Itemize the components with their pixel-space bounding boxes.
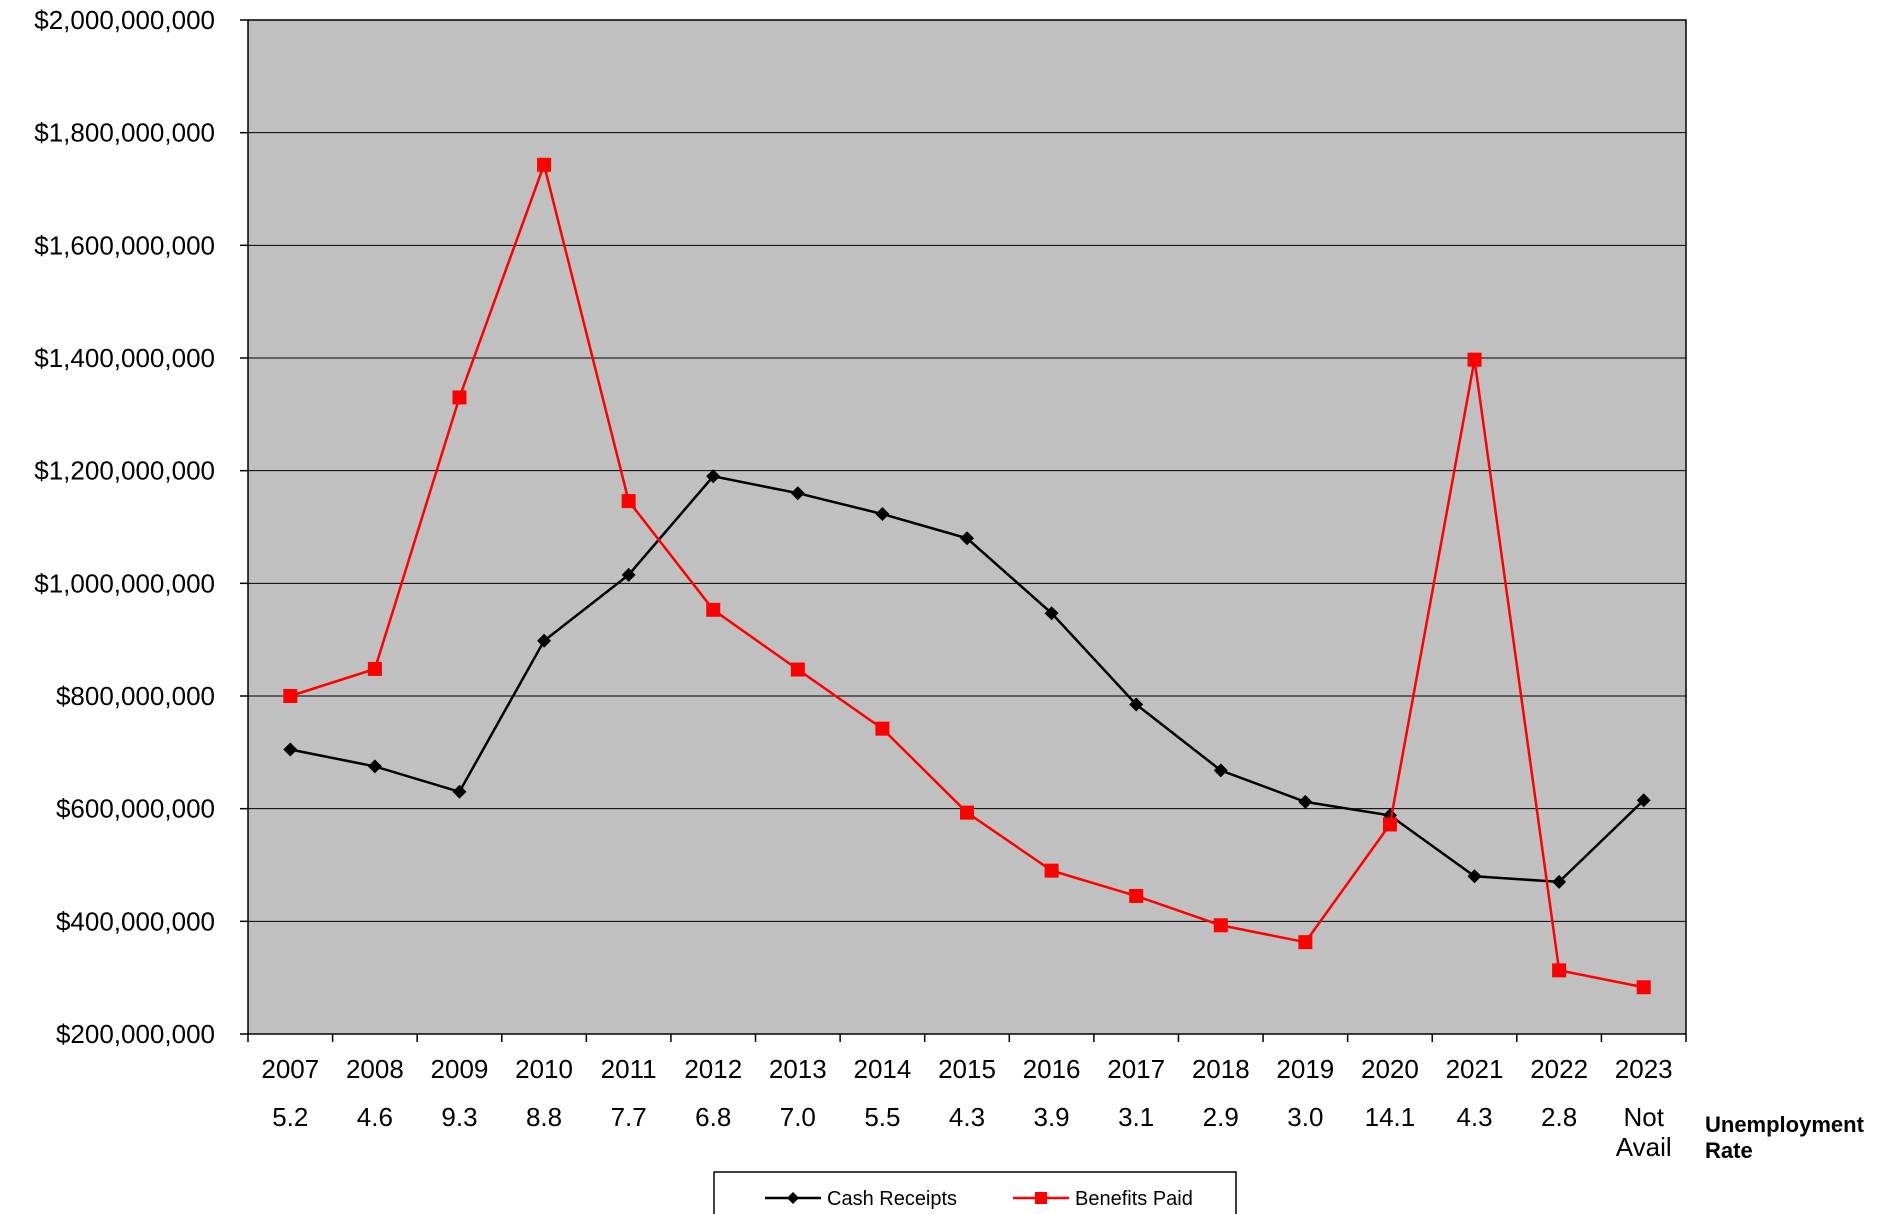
x-axis-ticks: 2007 2008 2009 2010 2011 2012 2013 2014 2015 2016… <box>247 1034 1687 1084</box>
data-point <box>790 662 805 677</box>
data-point <box>1298 794 1313 809</box>
data-point <box>1298 935 1313 950</box>
unemployment-rate-value: 2.8 <box>1541 1102 1577 1132</box>
y-tick-label: $2,000,000,000 <box>34 5 215 35</box>
data-point <box>283 689 298 703</box>
y-tick-label: $1,400,000,000 <box>34 343 215 373</box>
unemployment-rate-value: 4.3 <box>1456 1102 1492 1132</box>
unemployment-rates: 5.2 4.6 9.3 8.8 7.7 6.8 7.0 5.5 4.3 3.9 3.1 2.9 3.0 1… <box>272 1102 1671 1162</box>
x-tick-label: 2016 <box>1023 1054 1081 1084</box>
unemployment-rate-value: 4.6 <box>357 1102 393 1132</box>
unemployment-rate-value: 9.3 <box>441 1102 477 1132</box>
y-tick-label: $400,000,000 <box>56 906 215 936</box>
legend-entry: Benefits Paid <box>1013 1188 1193 1210</box>
unemployment-rate-value: 6.8 <box>695 1102 731 1132</box>
data-point <box>706 602 721 617</box>
unemployment-rate-value: 5.5 <box>864 1102 900 1132</box>
x-tick-label: 2022 <box>1530 1054 1588 1084</box>
legend-label: Cash Receipts <box>827 1188 957 1210</box>
x-tick-label: 2017 <box>1107 1054 1165 1084</box>
data-point <box>537 157 552 172</box>
data-point <box>367 759 382 774</box>
unemployment-rate-value: Not <box>1623 1102 1664 1132</box>
data-point <box>1213 918 1228 933</box>
y-tick-label: $600,000,000 <box>56 794 215 824</box>
data-point <box>1636 980 1651 995</box>
data-point <box>452 390 467 405</box>
x-tick-label: 2019 <box>1276 1054 1334 1084</box>
y-tick-label: $1,000,000,000 <box>34 568 215 598</box>
data-point <box>960 531 974 546</box>
x-tick-label: 2013 <box>769 1054 827 1084</box>
legend-entry: Cash Receipts <box>765 1188 957 1210</box>
series <box>283 157 1651 995</box>
x-tick-label: 2021 <box>1446 1054 1504 1084</box>
y-tick-label: $1,200,000,000 <box>34 456 215 486</box>
y-tick-label: $1,600,000,000 <box>34 230 215 260</box>
data-point <box>452 784 467 799</box>
x-tick-label: 2015 <box>938 1054 996 1084</box>
legend-label: Benefits Paid <box>1075 1188 1193 1210</box>
x-tick-label: 2010 <box>515 1054 573 1084</box>
data-point <box>1552 874 1567 889</box>
plot-area <box>247 19 1687 1035</box>
unemployment-rate-label: Unemployment <box>1705 1112 1865 1137</box>
y-tick-label: $800,000,000 <box>56 681 215 711</box>
data-point <box>875 721 890 736</box>
unemployment-rate-value: 7.7 <box>611 1102 647 1132</box>
unemployment-rate-value: 5.2 <box>272 1102 308 1132</box>
unemployment-rate-value: 3.1 <box>1118 1102 1154 1132</box>
unemployment-rate-value: 14.1 <box>1365 1102 1416 1132</box>
series-benefits-paid <box>283 157 1651 995</box>
data-point <box>1467 352 1482 367</box>
legend-marker <box>787 1192 799 1204</box>
unemployment-rate-value: 4.3 <box>949 1102 985 1132</box>
x-tick-label: 2014 <box>853 1054 911 1084</box>
legend: Cash Receipts Benefits Paid <box>713 1171 1237 1214</box>
unemployment-rate-value: Avail <box>1616 1132 1672 1162</box>
unemployment-rate-value: 8.8 <box>526 1102 562 1132</box>
y-tick-label: $200,000,000 <box>56 1019 215 1049</box>
legend-marker <box>1035 1192 1047 1204</box>
x-tick-label: 2007 <box>261 1054 319 1084</box>
data-point <box>1213 763 1228 778</box>
data-point <box>1552 963 1567 978</box>
x-tick-label: 2012 <box>684 1054 742 1084</box>
data-point <box>621 494 636 509</box>
y-axis-ticks: $200,000,000 $400,000,000 $600,000,000 $800… <box>34 5 248 1049</box>
x-tick-label: 2008 <box>346 1054 404 1084</box>
data-point <box>537 633 552 648</box>
unemployment-rate-value: 2.9 <box>1203 1102 1239 1132</box>
data-point <box>960 805 974 820</box>
gridlines <box>248 132 1686 922</box>
data-point <box>1044 606 1059 621</box>
x-tick-label: 2011 <box>601 1054 657 1084</box>
x-tick-label: 2018 <box>1192 1054 1250 1084</box>
y-tick-label: $1,800,000,000 <box>34 118 215 148</box>
x-tick-label: 2009 <box>431 1054 489 1084</box>
unemployment-rate-value: 3.9 <box>1034 1102 1070 1132</box>
data-point <box>1129 888 1144 903</box>
x-tick-label: 2020 <box>1361 1054 1419 1084</box>
data-point <box>1129 697 1144 712</box>
unemployment-rate-label: Rate <box>1705 1138 1753 1163</box>
data-point <box>1467 869 1482 884</box>
legend-box <box>713 1171 1237 1214</box>
data-point <box>367 661 382 676</box>
x-tick-label: 2023 <box>1615 1054 1673 1084</box>
data-point <box>1044 863 1059 878</box>
data-point <box>790 486 805 501</box>
unemployment-rate-value: 3.0 <box>1287 1102 1323 1132</box>
data-point <box>1636 793 1651 808</box>
data-point <box>1382 817 1397 832</box>
data-point <box>875 507 890 522</box>
data-point <box>621 567 636 582</box>
data-point <box>283 742 298 757</box>
unemployment-rate-value: 7.0 <box>780 1102 816 1132</box>
data-point <box>706 469 721 484</box>
